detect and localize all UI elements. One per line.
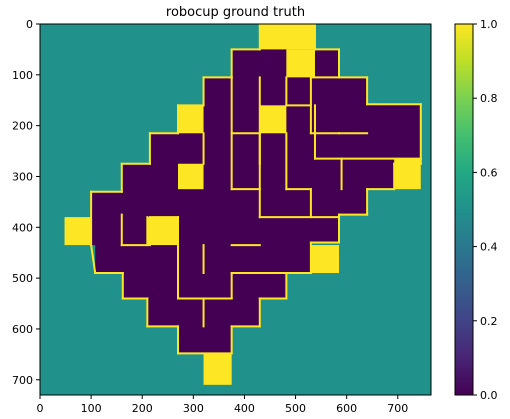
x-tick-label-3: 300 xyxy=(183,402,204,415)
colorbar-axis: 0.0 0.2 0.4 0.6 0.8 1.0 xyxy=(473,18,498,402)
plot-frame xyxy=(39,23,432,396)
y-tick-label-2: 200 xyxy=(12,120,33,133)
y-tick-label-3: 300 xyxy=(12,170,33,183)
x-tick-label-7: 700 xyxy=(387,402,408,415)
colorbar-tick-label-1: 0.2 xyxy=(480,315,498,328)
wall-block-0 xyxy=(259,24,315,50)
x-tick-label-1: 100 xyxy=(81,402,102,415)
colorbar-tick-label-2: 0.4 xyxy=(480,241,498,254)
chart-title: robocup ground truth xyxy=(166,5,305,20)
wall-block-1 xyxy=(286,49,315,78)
y-tick-label-4: 400 xyxy=(12,221,33,234)
x-tick-label-2: 200 xyxy=(132,402,153,415)
wall-block-3 xyxy=(259,105,287,134)
colorbar-tick-label-3: 0.6 xyxy=(480,166,498,179)
y-tick-label-0: 0 xyxy=(26,18,33,31)
colorbar-tick-label-0: 0.0 xyxy=(480,389,498,402)
wall-block-layer xyxy=(64,24,421,385)
colorbar-tick-label-4: 0.8 xyxy=(480,92,498,105)
x-tick-label-0: 0 xyxy=(37,402,44,415)
x-tick-label-5: 500 xyxy=(285,402,306,415)
wall-segment-29 xyxy=(89,243,97,275)
wall-block-7 xyxy=(147,217,178,246)
x-axis: 0 100 200 300 400 500 600 700 xyxy=(37,395,408,415)
y-tick-label-5: 500 xyxy=(12,272,33,285)
x-tick-label-6: 600 xyxy=(336,402,357,415)
wall-block-9 xyxy=(203,353,232,385)
y-tick-label-1: 100 xyxy=(12,69,33,82)
wall-block-4 xyxy=(178,163,204,190)
y-tick-label-6: 600 xyxy=(12,323,33,336)
wall-layer xyxy=(89,24,422,355)
y-axis: 0 100 200 300 400 500 600 700 xyxy=(12,18,40,387)
colorbar-tick-label-5: 1.0 xyxy=(480,18,498,31)
wall-block-2 xyxy=(178,105,204,134)
colorbar xyxy=(454,23,474,396)
x-tick-label-4: 400 xyxy=(234,402,255,415)
heatmap-plot-area xyxy=(40,24,431,395)
y-tick-label-7: 700 xyxy=(12,374,33,387)
wall-block-6 xyxy=(64,217,92,246)
wall-block-8 xyxy=(310,245,339,274)
